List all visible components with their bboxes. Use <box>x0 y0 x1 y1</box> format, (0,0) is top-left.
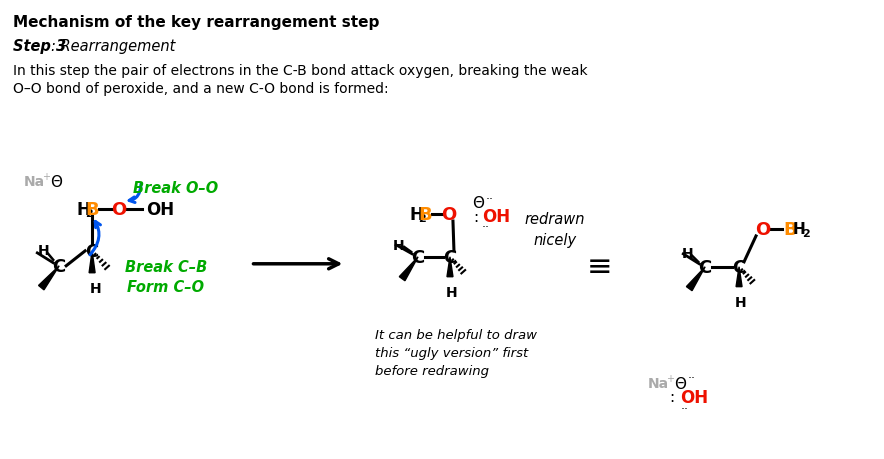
Text: H: H <box>735 295 747 309</box>
Text: Mechanism of the key rearrangement step: Mechanism of the key rearrangement step <box>13 15 380 30</box>
Text: C: C <box>733 258 746 276</box>
Text: H: H <box>392 238 404 252</box>
Text: In this step the pair of electrons in the C-B bond attack oxygen, breaking the w: In this step the pair of electrons in th… <box>13 64 588 96</box>
Text: OH: OH <box>146 201 174 218</box>
Text: Na: Na <box>647 376 668 390</box>
Text: ··: ·· <box>681 403 689 415</box>
Text: Na: Na <box>23 175 44 189</box>
Text: H: H <box>682 246 693 260</box>
Text: Θ: Θ <box>674 376 686 391</box>
Text: ≡: ≡ <box>587 253 613 282</box>
Text: Break C–B
Form C–O: Break C–B Form C–O <box>125 260 207 295</box>
Polygon shape <box>686 267 705 291</box>
Text: H: H <box>76 201 90 218</box>
Polygon shape <box>736 267 742 287</box>
Text: Θ: Θ <box>472 195 484 210</box>
Text: O: O <box>441 206 457 224</box>
Text: C: C <box>698 258 712 276</box>
Text: 2: 2 <box>85 209 93 218</box>
Text: Θ: Θ <box>50 174 62 190</box>
Text: ··: ·· <box>486 192 494 205</box>
Text: H: H <box>446 285 458 299</box>
Text: : Rearrangement: : Rearrangement <box>51 39 176 54</box>
Polygon shape <box>400 257 418 281</box>
Text: :: : <box>670 390 674 404</box>
Text: H: H <box>793 222 805 237</box>
Text: H: H <box>409 206 423 224</box>
Text: B: B <box>85 201 99 218</box>
Text: 2: 2 <box>802 229 810 239</box>
Polygon shape <box>89 252 95 273</box>
Text: C: C <box>86 242 99 260</box>
Text: +: + <box>42 172 50 182</box>
Text: ··: ·· <box>482 221 490 234</box>
Text: C: C <box>52 257 65 275</box>
Text: +: + <box>667 373 674 383</box>
Polygon shape <box>447 257 453 277</box>
Text: OH: OH <box>482 207 510 225</box>
Text: Break O–O: Break O–O <box>133 180 218 196</box>
Text: H: H <box>37 243 50 257</box>
Text: O: O <box>111 201 126 218</box>
Text: B: B <box>783 220 796 239</box>
Text: 2: 2 <box>418 213 426 224</box>
Text: H: H <box>89 281 101 295</box>
Text: Step 3: Step 3 <box>13 39 66 54</box>
Text: C: C <box>444 248 457 266</box>
Text: redrawn
nicely: redrawn nicely <box>524 212 585 247</box>
Text: O: O <box>755 220 771 239</box>
Text: OH: OH <box>681 388 708 406</box>
Text: C: C <box>411 248 424 266</box>
Text: ··: ·· <box>687 371 695 384</box>
Text: B: B <box>418 206 432 224</box>
Text: :: : <box>473 209 478 224</box>
Polygon shape <box>39 266 59 290</box>
Text: It can be helpful to draw
this “ugly version” first
before redrawing: It can be helpful to draw this “ugly ver… <box>375 329 537 378</box>
